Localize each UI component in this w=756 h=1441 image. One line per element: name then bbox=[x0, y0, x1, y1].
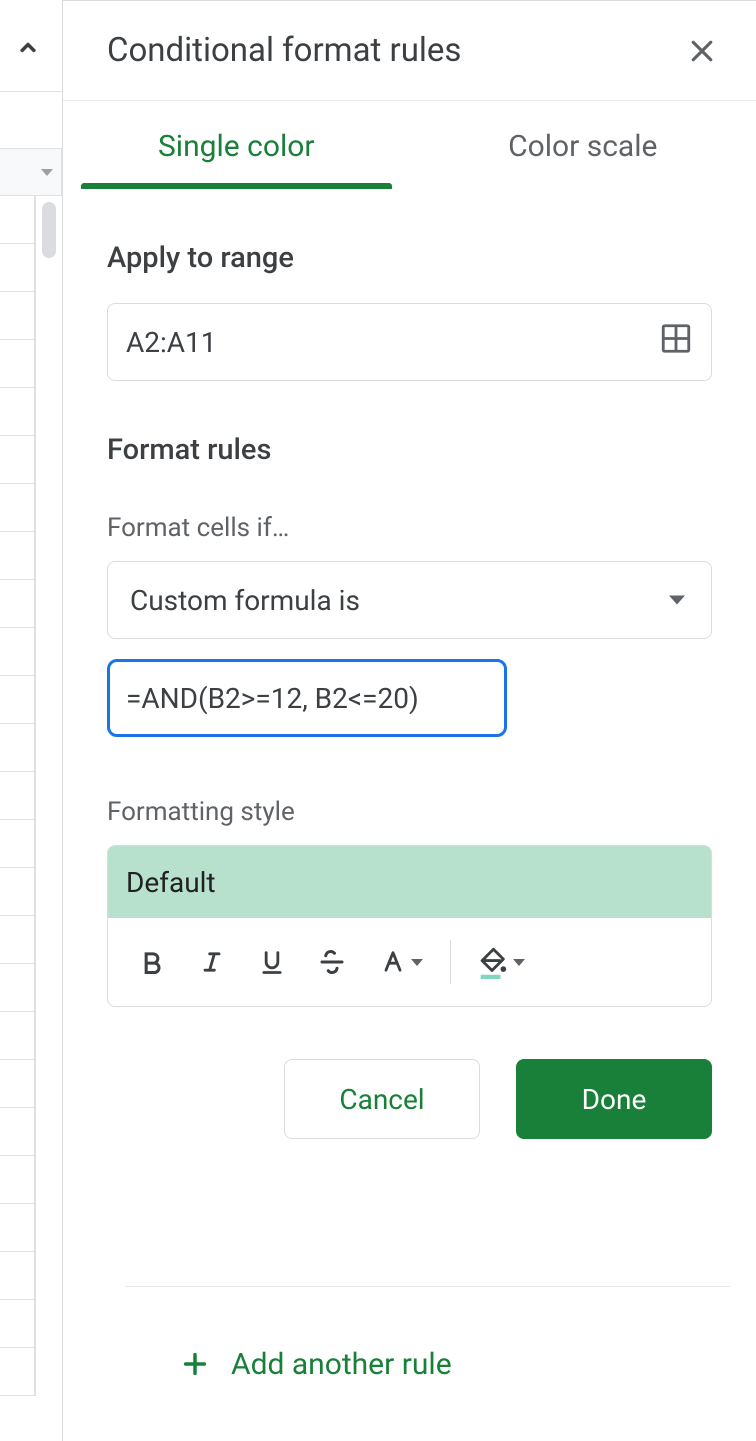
underline-button[interactable] bbox=[242, 932, 302, 992]
row-header-cell[interactable] bbox=[0, 1348, 35, 1396]
done-button[interactable]: Done bbox=[516, 1059, 712, 1139]
condition-select-value: Custom formula is bbox=[130, 584, 360, 617]
tabs: Single color Color scale bbox=[63, 101, 756, 189]
close-button[interactable] bbox=[684, 33, 720, 69]
chevron-down-icon bbox=[669, 596, 685, 605]
toolbar-separator bbox=[450, 940, 451, 984]
format-rules-label: Format rules bbox=[107, 433, 712, 467]
fill-color-icon bbox=[475, 945, 509, 979]
apply-to-range-label: Apply to range bbox=[107, 241, 712, 275]
underline-icon bbox=[258, 948, 286, 976]
row-header-cell[interactable] bbox=[0, 772, 35, 820]
format-cells-if-label: Format cells if… bbox=[107, 513, 712, 543]
row-header-cell[interactable] bbox=[0, 628, 35, 676]
panel-body: Apply to range A2:A11 Format rules Forma… bbox=[63, 189, 756, 1441]
scrollbar-thumb[interactable] bbox=[42, 202, 56, 258]
add-another-rule-button[interactable]: Add another rule bbox=[125, 1287, 756, 1441]
conditional-format-panel: Conditional format rules Single color Co… bbox=[62, 0, 756, 1441]
strikethrough-icon bbox=[317, 947, 347, 977]
row-header-cell[interactable] bbox=[0, 244, 35, 292]
fill-color-button[interactable] bbox=[461, 932, 539, 992]
formatting-style-box: Default bbox=[107, 845, 712, 1007]
button-label: Done bbox=[582, 1083, 647, 1116]
chevron-down-icon bbox=[411, 959, 423, 966]
formula-bar-edge bbox=[0, 0, 62, 92]
row-header-cell[interactable] bbox=[0, 676, 35, 724]
row-header-cell[interactable] bbox=[0, 292, 35, 340]
collapse-chevron[interactable] bbox=[8, 28, 48, 68]
apply-to-range-input[interactable]: A2:A11 bbox=[107, 303, 712, 381]
text-color-button[interactable] bbox=[362, 932, 440, 992]
tab-label: Color scale bbox=[508, 129, 657, 164]
italic-icon bbox=[198, 948, 226, 976]
row-header-cell[interactable] bbox=[0, 388, 35, 436]
row-header-cell[interactable] bbox=[0, 340, 35, 388]
panel-header: Conditional format rules bbox=[63, 1, 756, 101]
row-header-cell[interactable] bbox=[0, 1204, 35, 1252]
grid-icon bbox=[659, 322, 693, 356]
custom-formula-input[interactable] bbox=[107, 659, 507, 737]
row-header-cell[interactable] bbox=[0, 1156, 35, 1204]
row-header-cell[interactable] bbox=[0, 196, 35, 244]
chevron-down-icon bbox=[41, 169, 53, 176]
tab-single-color[interactable]: Single color bbox=[63, 101, 410, 188]
button-label: Cancel bbox=[339, 1083, 424, 1116]
tab-color-scale[interactable]: Color scale bbox=[410, 101, 756, 188]
add-rule-label: Add another rule bbox=[231, 1347, 452, 1382]
button-row: Cancel Done bbox=[107, 1059, 712, 1139]
row-header-cell[interactable] bbox=[0, 820, 35, 868]
style-preview-text: Default bbox=[126, 866, 216, 899]
row-header-cell[interactable] bbox=[0, 1300, 35, 1348]
chevron-up-icon bbox=[14, 34, 42, 62]
strikethrough-button[interactable] bbox=[302, 932, 362, 992]
bold-icon bbox=[138, 948, 166, 976]
row-header-cell[interactable] bbox=[0, 1012, 35, 1060]
row-header-cell[interactable] bbox=[0, 1060, 35, 1108]
row-headers bbox=[0, 196, 36, 1396]
app-root: Conditional format rules Single color Co… bbox=[0, 0, 756, 1441]
condition-select[interactable]: Custom formula is bbox=[107, 561, 712, 639]
italic-button[interactable] bbox=[182, 932, 242, 992]
formatting-style-label: Formatting style bbox=[107, 797, 712, 827]
row-header-cell[interactable] bbox=[0, 868, 35, 916]
row-header-cell[interactable] bbox=[0, 724, 35, 772]
plus-icon bbox=[181, 1350, 209, 1378]
row-header-cell[interactable] bbox=[0, 436, 35, 484]
tab-label: Single color bbox=[158, 129, 315, 164]
close-icon bbox=[687, 36, 717, 66]
bold-button[interactable] bbox=[122, 932, 182, 992]
select-range-button[interactable] bbox=[659, 322, 693, 363]
row-header-cell[interactable] bbox=[0, 580, 35, 628]
row-header-cell[interactable] bbox=[0, 916, 35, 964]
panel-title: Conditional format rules bbox=[107, 31, 461, 70]
text-color-icon bbox=[379, 948, 407, 976]
cancel-button[interactable]: Cancel bbox=[284, 1059, 480, 1139]
row-header-cell[interactable] bbox=[0, 1108, 35, 1156]
row-header-cell[interactable] bbox=[0, 1252, 35, 1300]
column-header-dropdown[interactable] bbox=[0, 148, 62, 196]
row-header-cell[interactable] bbox=[0, 484, 35, 532]
chevron-down-icon bbox=[513, 959, 525, 966]
row-header-cell[interactable] bbox=[0, 532, 35, 580]
row-header-cell[interactable] bbox=[0, 964, 35, 1012]
range-value: A2:A11 bbox=[126, 326, 217, 359]
style-preview[interactable]: Default bbox=[108, 846, 711, 918]
style-toolbar bbox=[108, 918, 711, 1006]
spreadsheet-sliver bbox=[0, 0, 62, 1441]
